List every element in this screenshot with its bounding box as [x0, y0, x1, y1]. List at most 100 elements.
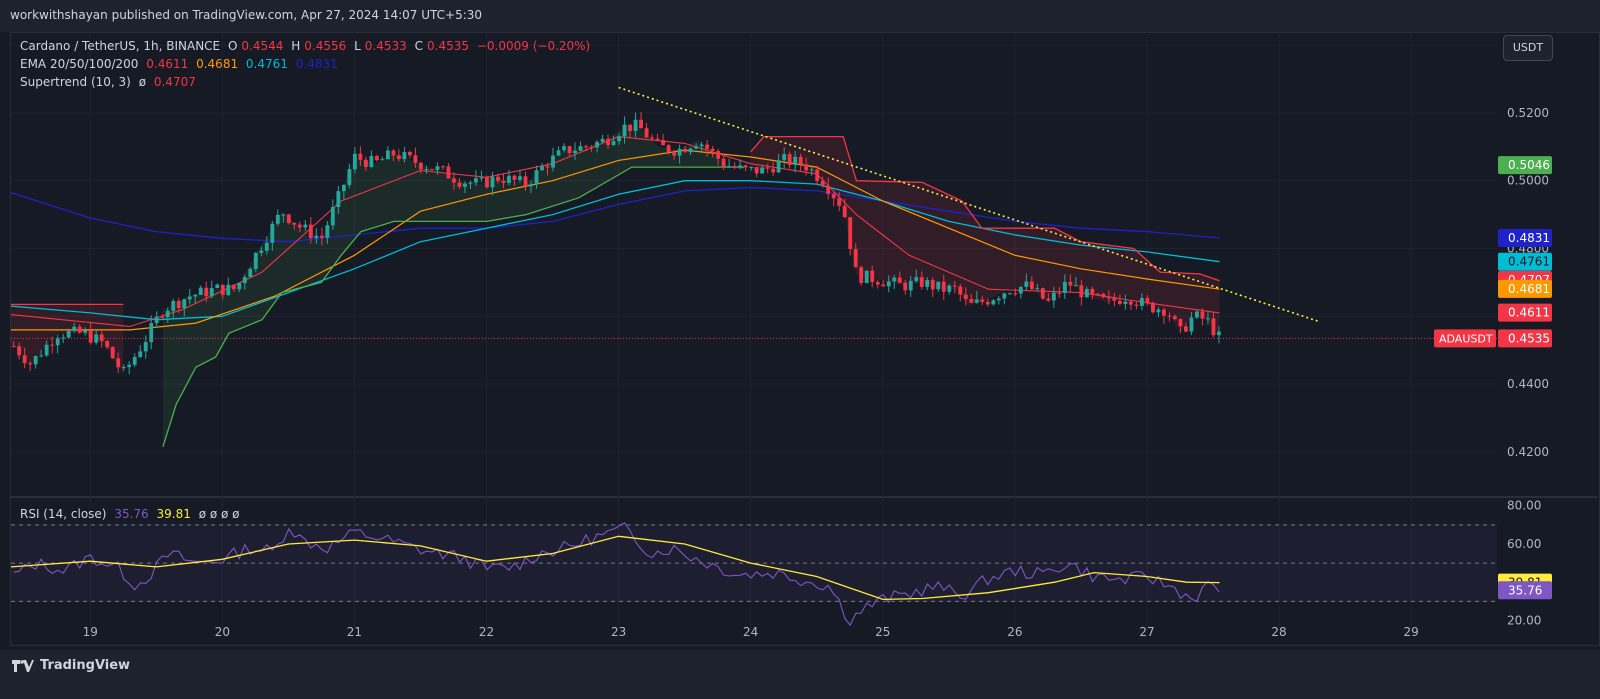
high-label: H: [291, 39, 301, 53]
candle-body: [787, 154, 792, 166]
candle-body: [589, 147, 594, 149]
brand-name: TradingView: [40, 658, 131, 673]
candle-body: [385, 150, 390, 160]
candle-body: [969, 299, 974, 303]
candle-body: [413, 155, 418, 163]
rsi-ma-line: [10, 535, 1220, 601]
open-label: O: [227, 39, 238, 53]
ema20-value: 0.4611: [146, 57, 189, 71]
symbol-title[interactable]: Cardano / TetherUS, 1h, BINANCE: [20, 39, 221, 53]
candle-body: [1057, 292, 1062, 294]
candle-body: [578, 146, 583, 151]
candle-body: [534, 170, 539, 185]
candle-body: [441, 166, 445, 168]
candle-body: [875, 282, 880, 285]
rsi-label[interactable]: RSI (14, close): [20, 507, 107, 521]
candle-body: [281, 214, 286, 216]
candle-body: [655, 138, 660, 141]
candle-body: [1112, 297, 1117, 301]
candle-body: [132, 356, 137, 365]
rsi-tick-label: 60.00: [1507, 537, 1541, 551]
candle-body: [974, 299, 979, 303]
bottom-bar: [0, 650, 1600, 699]
price-label-box: [1498, 303, 1552, 322]
candle-body: [1184, 326, 1188, 332]
candle-body: [831, 194, 836, 199]
candle-body: [1101, 293, 1106, 298]
candle-body: [1178, 319, 1183, 327]
candle-body: [358, 153, 363, 160]
rsi-tick-label: 20.00: [1507, 613, 1541, 627]
symbol-tag: ADAUSDT: [1439, 332, 1493, 345]
candle-body: [567, 146, 572, 154]
candle-body: [941, 281, 946, 292]
price-tick-label: 0.4200: [1507, 445, 1549, 459]
candle-body: [881, 284, 886, 287]
candle-body: [859, 267, 864, 283]
candle-body: [1062, 281, 1067, 293]
price-label-value: 0.4535: [1508, 331, 1550, 345]
ema-label[interactable]: EMA 20/50/100/200: [20, 57, 139, 71]
candle-body: [209, 288, 214, 297]
supertrend-label[interactable]: Supertrend (10, 3): [20, 75, 131, 89]
candle-body: [683, 148, 688, 153]
candle-body: [919, 277, 924, 287]
candle-body: [446, 166, 451, 179]
candle-body: [1156, 309, 1161, 313]
supertrend-down-line: [750, 135, 1220, 282]
rsi-price-label-box: [1498, 581, 1552, 600]
rsi-extra: ø ø ø ø: [198, 507, 240, 521]
candle-body: [837, 198, 842, 206]
candle-body: [776, 160, 781, 173]
candle-body: [270, 223, 275, 243]
candle-body: [485, 177, 489, 188]
tradingview-logo[interactable]: TradingView: [12, 658, 130, 673]
candle-body: [1084, 288, 1089, 298]
rsi-value: 35.76: [114, 507, 149, 521]
candle-body: [963, 294, 968, 300]
candle-body: [908, 280, 913, 291]
candle-body: [650, 137, 654, 139]
candle-body: [1002, 293, 1007, 299]
candle-body: [1134, 304, 1139, 306]
candle-body: [749, 167, 754, 169]
candle-body: [72, 326, 77, 331]
time-tick-label: 23: [611, 625, 626, 639]
candle-body: [264, 242, 269, 251]
candle-body: [308, 224, 313, 239]
time-tick-label: 29: [1404, 625, 1419, 639]
candle-body: [176, 301, 181, 309]
candle-body: [435, 166, 440, 170]
candle-body: [936, 281, 941, 290]
candle-body: [556, 150, 561, 156]
candle-body: [149, 323, 154, 343]
candle-body: [198, 287, 203, 295]
ema200-value: 0.4831: [295, 57, 338, 71]
time-tick-label: 22: [479, 625, 494, 639]
candle-body: [17, 346, 22, 356]
candle-body: [1090, 288, 1095, 294]
price-label-box: [1498, 329, 1552, 348]
candle-body: [914, 277, 919, 281]
price-label: 0.4535 ADAUSDT: [1434, 329, 1552, 348]
currency-button[interactable]: USDT: [1503, 35, 1553, 61]
candle-body: [886, 281, 891, 287]
candle-body: [1013, 293, 1018, 295]
candle-body: [809, 169, 814, 171]
candle-body: [727, 165, 732, 167]
candle-body: [143, 342, 148, 352]
candle-body: [1172, 316, 1177, 320]
candle-body: [187, 296, 192, 300]
candle-body: [66, 330, 71, 338]
candle-body: [127, 364, 132, 368]
candle-body: [864, 270, 869, 283]
candle-body: [606, 138, 610, 145]
candle-body: [463, 183, 467, 187]
candle-body: [523, 176, 528, 187]
candle-body: [600, 138, 605, 142]
candle-body: [402, 152, 407, 160]
price-label-box: [1498, 228, 1552, 247]
candle-body: [996, 298, 1001, 301]
candle-body: [341, 184, 346, 192]
